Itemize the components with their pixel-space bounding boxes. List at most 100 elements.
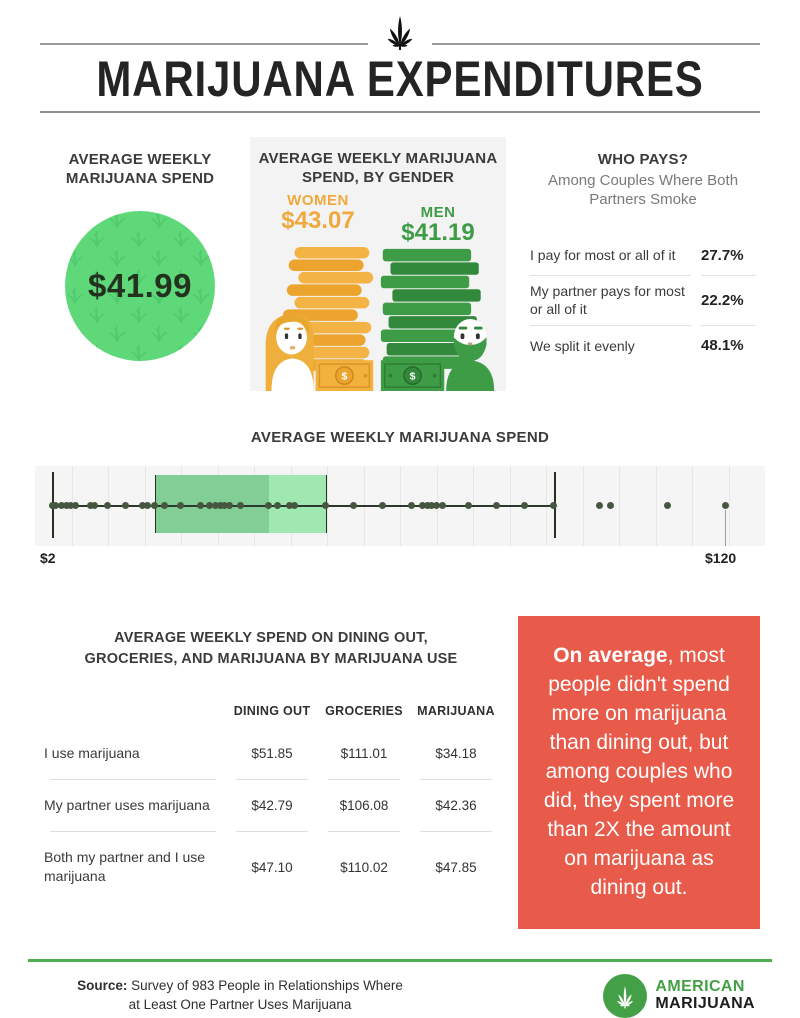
- source-line1: Survey of 983 People in Relationships Wh…: [127, 978, 403, 994]
- data-point: [438, 502, 446, 510]
- gender-illustration: $ $: [265, 247, 495, 392]
- source-note: Source: Survey of 983 People in Relation…: [45, 977, 435, 1015]
- bottom-row: AVERAGE WEEKLY SPEND ON DINING OUT, GROC…: [0, 616, 800, 930]
- data-point: [48, 502, 56, 510]
- axis-max-label: $120: [705, 550, 737, 567]
- data-point: [465, 502, 473, 510]
- data-point: [91, 502, 99, 510]
- women-value: $43.07: [281, 207, 355, 235]
- header-rule-right: [432, 43, 760, 45]
- data-point: [664, 502, 672, 510]
- data-point: [274, 502, 282, 510]
- who-pays-panel: WHO PAYS? Among Couples Where Both Partn…: [516, 137, 760, 391]
- data-point: [216, 502, 224, 510]
- who-pays-row-label: We split it evenly: [530, 337, 635, 354]
- row-label: I use marijuana: [44, 745, 140, 762]
- boxplot-canvas: [35, 466, 765, 547]
- who-pays-row: My partner pays for most or all of it 22…: [530, 276, 756, 324]
- who-pays-row-value: 48.1%: [701, 337, 744, 355]
- footer-accent-rule: [28, 959, 772, 963]
- avg-weekly-spend-circle: $41.99: [65, 210, 215, 361]
- callout-bold-text: On average: [553, 644, 668, 668]
- row-divider: [530, 275, 756, 277]
- men-banknote: $: [380, 360, 445, 392]
- data-point: [144, 502, 152, 510]
- table-row: Both my partner and I use marijuana $47.…: [40, 832, 502, 902]
- women-banknote: $: [315, 360, 374, 392]
- footer: Source: Survey of 983 People in Relation…: [0, 959, 800, 1018]
- avg-weekly-spend-panel: AVERAGE WEEKLY MARIJUANA SPEND: [40, 137, 240, 391]
- column-header-groceries: GROCERIES: [325, 704, 403, 719]
- data-point: [423, 502, 431, 510]
- man-figure: [446, 319, 495, 392]
- data-point: [265, 502, 273, 510]
- data-point: [86, 502, 94, 510]
- data-point: [138, 502, 146, 510]
- cell-groceries: $110.02: [340, 859, 388, 875]
- avg-weekly-spend-heading: AVERAGE WEEKLY MARIJUANA SPEND: [65, 151, 215, 187]
- gender-spend-heading: AVERAGE WEEKLY MARIJUANA SPEND, BY GENDE…: [258, 150, 498, 186]
- source-line2: at Least One Partner Uses Marijuana: [128, 997, 352, 1013]
- data-point: [286, 502, 294, 510]
- data-point: [721, 502, 729, 510]
- data-point: [379, 502, 387, 510]
- title-underline: [40, 111, 760, 113]
- data-point: [521, 502, 529, 510]
- who-pays-row-value: 22.2%: [701, 291, 744, 309]
- data-point: [226, 502, 234, 510]
- men-dollar-symbol: $: [410, 371, 416, 383]
- cell-marijuana: $47.85: [435, 859, 477, 875]
- data-point: [236, 502, 244, 510]
- data-point: [291, 502, 299, 510]
- data-point: [408, 502, 416, 510]
- row-divider: [40, 779, 502, 781]
- gridline: [619, 466, 620, 547]
- row-label: Both my partner and I use marijuana: [44, 849, 206, 885]
- gridline: [582, 466, 584, 547]
- data-point: [211, 502, 219, 510]
- gender-spend-panel: AVERAGE WEEKLY MARIJUANA SPEND, BY GENDE…: [250, 137, 506, 392]
- avg-weekly-spend-value: $41.99: [88, 266, 192, 304]
- men-bill-stack: [380, 249, 481, 370]
- table-row: My partner uses marijuana $42.79 $106.08…: [40, 780, 502, 831]
- data-point: [52, 502, 60, 510]
- who-pays-row: We split it evenly 48.1%: [530, 326, 756, 366]
- whisker-line: [52, 505, 554, 508]
- page-title: MARIJUANA EXPENDITURES: [96, 51, 704, 107]
- data-point: [607, 502, 615, 510]
- data-point: [161, 502, 169, 510]
- data-point: [57, 502, 65, 510]
- data-point: [151, 502, 159, 510]
- data-point: [104, 502, 112, 510]
- callout-text: , most people didn't spend more on marij…: [543, 644, 735, 900]
- data-point: [62, 502, 70, 510]
- women-label: WOMEN: [287, 191, 349, 209]
- data-point: [493, 502, 501, 510]
- women-dollar-symbol: $: [341, 371, 347, 383]
- boxplot-axis-labels: $2 $120: [35, 550, 765, 574]
- who-pays-row-label: My partner pays for most or all of it: [530, 283, 685, 318]
- data-point: [596, 502, 604, 510]
- data-point: [550, 502, 558, 510]
- men-spend-label-block: MEN $41.19: [378, 193, 498, 245]
- cell-marijuana: $42.36: [435, 798, 477, 814]
- data-point: [67, 502, 75, 510]
- spend-table: DINING OUT GROCERIES MARIJUANA I use mar…: [40, 696, 502, 902]
- women-spend-label-block: WOMEN $43.07: [258, 191, 378, 246]
- column-header-marijuana: MARIJUANA: [417, 704, 495, 719]
- data-point: [206, 502, 214, 510]
- boxplot-section: AVERAGE WEEKLY MARIJUANA SPEND $2 $120: [0, 429, 800, 574]
- insight-callout: On average, most people didn't spend mor…: [518, 616, 760, 930]
- axis-min-label: $2: [40, 550, 56, 567]
- brand-leaf-icon: [603, 974, 648, 1018]
- spend-table-panel: AVERAGE WEEKLY SPEND ON DINING OUT, GROC…: [40, 616, 502, 929]
- data-point: [121, 502, 129, 510]
- data-point: [220, 502, 228, 510]
- grass-pattern-circle: [65, 210, 215, 361]
- data-point: [72, 502, 80, 510]
- data-point: [349, 502, 357, 510]
- cell-marijuana: $34.18: [435, 746, 477, 762]
- row-divider: [530, 324, 756, 326]
- brand-logo: AMERICAN MARIJUANA: [603, 974, 755, 1018]
- column-header-dining-out: DINING OUT: [233, 704, 311, 719]
